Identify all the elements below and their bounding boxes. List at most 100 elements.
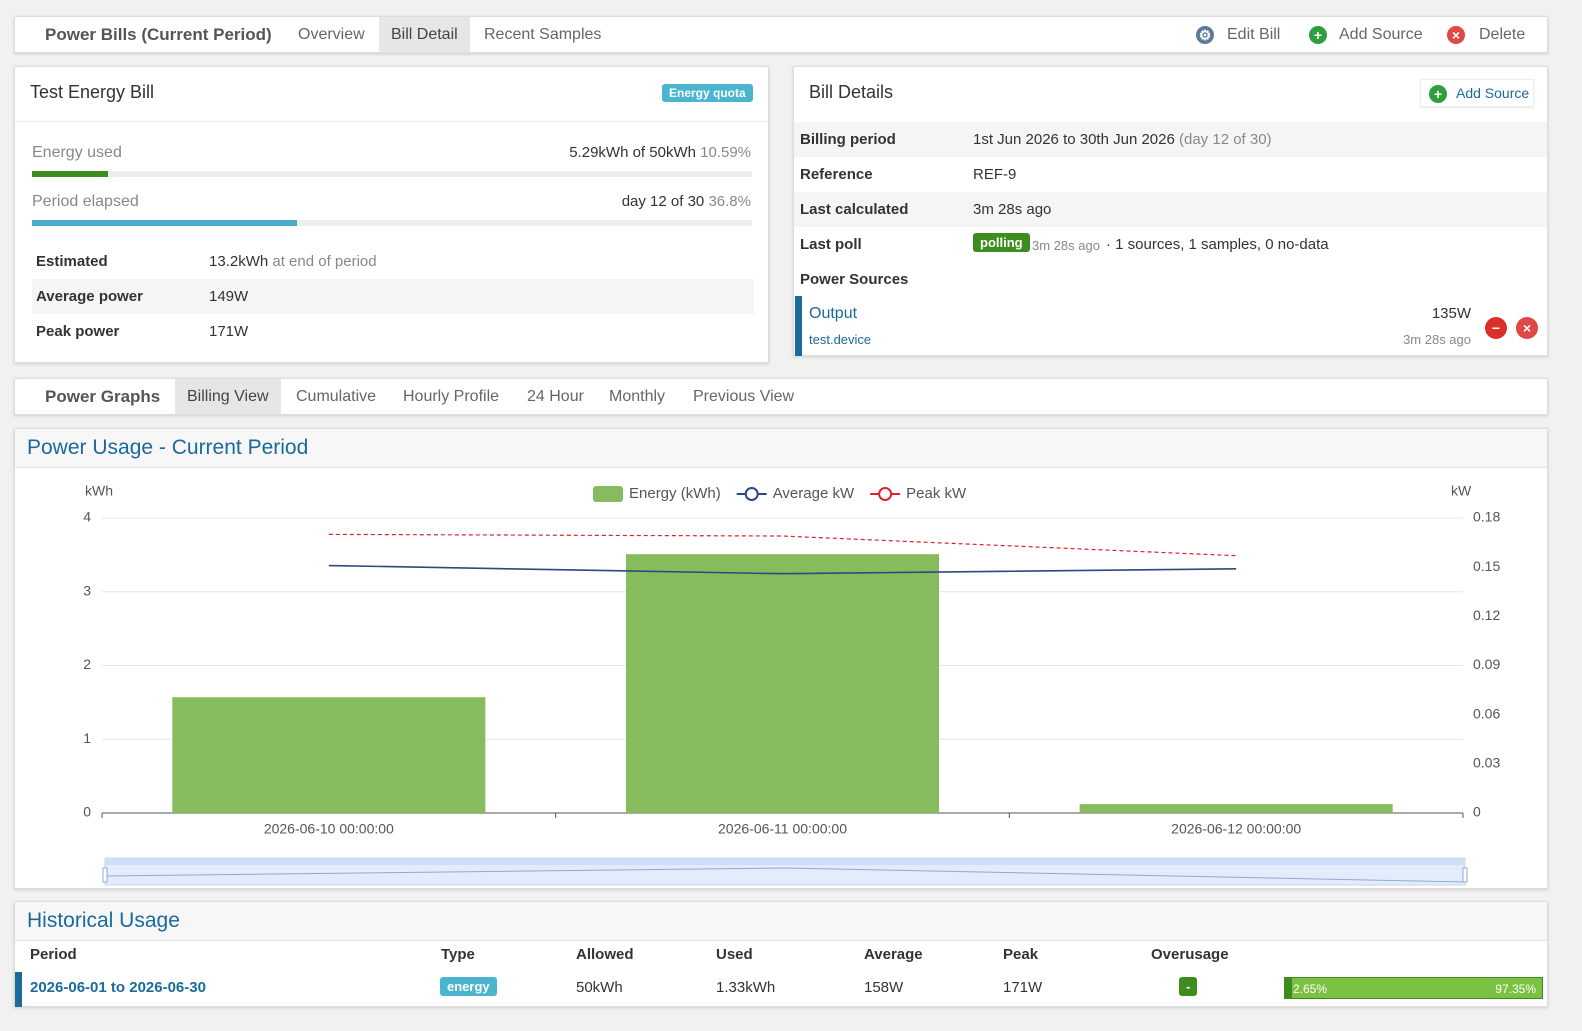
bar <box>625 554 940 813</box>
details-add-source[interactable]: + Add Source <box>1420 79 1534 107</box>
disable-source[interactable]: − <box>1485 317 1507 339</box>
legend-swatch <box>593 486 623 502</box>
column-header: Type <box>441 946 475 963</box>
source-name[interactable]: Output <box>809 305 858 322</box>
stat-row: Average power 149W <box>32 279 754 314</box>
history-used: 1.33kWh <box>716 979 776 996</box>
column-header: Period <box>30 946 77 963</box>
history-title: Historical Usage <box>27 909 180 932</box>
poll-info: · 1 sources, 1 samples, 0 no-data <box>1106 236 1329 253</box>
remove-source[interactable]: × <box>1516 317 1538 339</box>
y-tick-label: 0 <box>83 804 91 820</box>
row-marker <box>15 972 22 1007</box>
billing-period: 1st Jun 2026 to 30th Jun 2026 <box>973 131 1175 148</box>
gear-icon: ⚙ <box>1196 26 1214 44</box>
bill-title: Test Energy Bill <box>30 82 155 102</box>
detail-row: Reference REF-9 <box>794 157 1547 192</box>
delete-button[interactable]: Delete <box>1479 26 1526 43</box>
legend-label: Peak kW <box>906 485 967 502</box>
zoom-handle <box>1462 867 1468 883</box>
y2-tick-label: 0.18 <box>1473 509 1500 525</box>
history-period[interactable]: 2026-06-01 to 2026-06-30 <box>30 979 206 996</box>
edit-bill-button[interactable]: Edit Bill <box>1227 26 1281 43</box>
line-series <box>328 533 1237 557</box>
stat-label: Peak power <box>36 323 120 340</box>
stat-value: 13.2kWh at end of period <box>209 253 377 270</box>
stat-value: 149W <box>209 288 249 305</box>
bill-badge: Energy quota <box>662 84 753 102</box>
details-title: Bill Details <box>809 82 894 102</box>
x-tick-label: 2026-06-10 00:00:00 <box>264 821 394 837</box>
y2-tick-label: 0 <box>1473 804 1481 820</box>
legend-label: Average kW <box>773 485 855 502</box>
detail-label: Power Sources <box>800 271 909 288</box>
graph-tab[interactable]: Monthly <box>609 388 666 405</box>
add-source-text: Add Source <box>1456 85 1530 101</box>
stat-value: 171W <box>209 323 249 340</box>
period-label: Period elapsed <box>32 193 139 210</box>
history-header <box>15 902 1547 941</box>
stat-note: at end of period <box>272 253 377 270</box>
graph-tab[interactable]: Previous View <box>693 388 795 405</box>
bar <box>1079 804 1393 813</box>
usage-remaining <box>1291 978 1542 998</box>
column-header: Overusage <box>1151 946 1229 963</box>
chart-panel: Power Usage - Current Period kWh kW 0 1 2 3 4 0… <box>14 428 1548 889</box>
detail-label: Last calculated <box>800 201 909 218</box>
energy-used-text: 5.29kWh of 50kWh <box>569 144 696 161</box>
add-icon: + <box>1429 85 1447 103</box>
period-text: day 12 of 30 <box>621 193 705 210</box>
legend-swatch <box>878 487 893 501</box>
source-age: 3m 28s ago <box>1403 332 1471 347</box>
column-header: Allowed <box>576 946 634 963</box>
history-type: energy <box>440 977 497 996</box>
source-device[interactable]: test.device <box>809 332 872 347</box>
energy-used-label: Energy used <box>32 144 122 161</box>
y2-tick-label: 0.09 <box>1473 656 1500 672</box>
source-power: 135W <box>1431 305 1471 322</box>
nav-tab[interactable]: Recent Samples <box>484 26 602 43</box>
detail-label: Billing period <box>800 131 896 148</box>
history-overusage: - <box>1179 977 1198 996</box>
y-axis-label: kWh <box>85 483 113 499</box>
graph-tab[interactable]: 24 Hour <box>527 388 584 405</box>
period-value: day 12 of 30 36.8% <box>622 193 751 210</box>
chart: kWh kW 0 1 2 3 4 0 0.03 0.06 0.09 0.12 0.15 0.18 2026-… <box>83 483 1500 886</box>
chart-header <box>15 429 1547 468</box>
nav-tab[interactable]: Overview <box>298 26 365 43</box>
detail-row: Last calculated 3m 28s ago <box>794 192 1547 227</box>
stat-row: Peak power 171W <box>32 314 754 349</box>
y2-tick-label: 0.03 <box>1473 755 1500 771</box>
graph-tab[interactable]: Billing View <box>175 379 281 414</box>
usage-used-label: 2.65% <box>1293 982 1328 996</box>
legend-swatch <box>744 487 759 501</box>
graph-tab[interactable]: Cumulative <box>296 388 377 405</box>
history-panel: Historical Usage Period Type Allowed Use… <box>14 901 1548 1007</box>
column-header: Used <box>716 946 753 963</box>
detail-value: REF-9 <box>973 166 1017 183</box>
y2-axis-label: kW <box>1451 483 1472 499</box>
y-tick-label: 1 <box>83 730 91 746</box>
add-icon: + <box>1309 26 1327 44</box>
poll-age: 3m 28s ago <box>1032 238 1100 253</box>
x-tick-label: 2026-06-12 00:00:00 <box>1171 821 1301 837</box>
top-nav: Power Bills (Current Period) Overview Bi… <box>14 16 1548 53</box>
history-allowed: 50kWh <box>576 979 623 996</box>
source-marker <box>795 296 802 356</box>
y2-tick-label: 0.06 <box>1473 705 1500 721</box>
add-source-button[interactable]: Add Source <box>1339 26 1423 43</box>
zoom-handle-bar <box>105 858 1465 865</box>
legend-label: Energy (kWh) <box>629 485 721 502</box>
nav-title: Power Bills (Current Period) <box>45 25 272 44</box>
stat-label: Estimated <box>36 253 108 270</box>
divider <box>15 121 768 122</box>
nav-tab[interactable]: Bill Detail <box>379 17 470 52</box>
y2-tick-label: 0.12 <box>1473 607 1500 623</box>
legend: Energy (kWh) Average kW Peak kW <box>593 485 967 502</box>
graph-tab[interactable]: Hourly Profile <box>403 388 500 405</box>
history-average: 158W <box>864 979 904 996</box>
graphs-title: Power Graphs <box>45 387 161 406</box>
y-tick-label: 4 <box>83 509 91 525</box>
graph-tabs: Power Graphs Billing View Cumulative Hou… <box>14 378 1548 415</box>
